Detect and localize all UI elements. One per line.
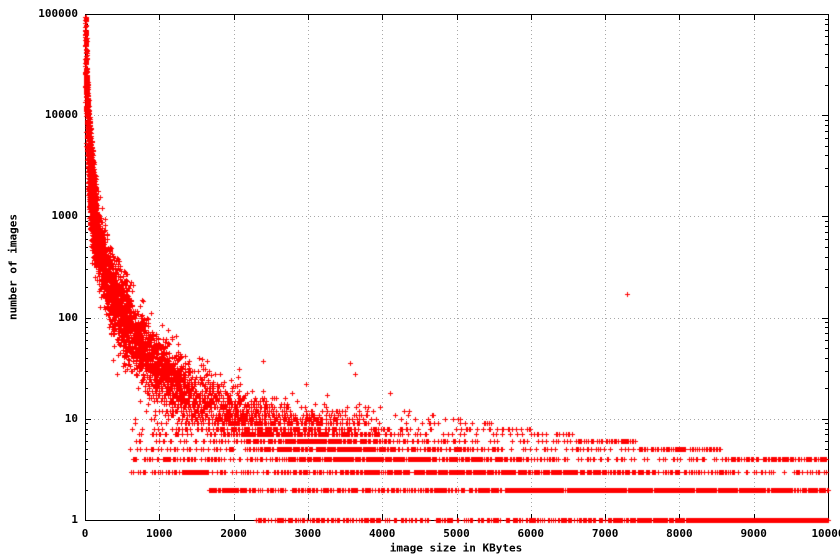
x-tick-label: 6000 [517, 527, 545, 540]
x-tick-label: 5000 [443, 527, 470, 540]
y-tick-label: 10 [64, 411, 78, 425]
y-tick-label: 1000 [51, 209, 79, 223]
x-axis-label: image size in KBytes [389, 541, 523, 555]
y-tick-label: 100000 [38, 7, 78, 20]
x-tick-label: 3000 [294, 527, 322, 540]
y-tick-label: 100 [58, 310, 78, 324]
x-tick-label: 1000 [146, 527, 173, 540]
y-tick-label: 10000 [44, 108, 78, 122]
x-tick-label: 0 [81, 527, 89, 540]
x-tick-label: 10000 [811, 527, 840, 540]
x-tick-label: 9000 [740, 527, 767, 540]
y-tick-label: 1 [71, 513, 78, 526]
x-tick-label: 4000 [368, 527, 396, 540]
y-axis-label: number of images [6, 214, 20, 320]
x-tick-label: 8000 [666, 527, 693, 540]
x-tick-label: 2000 [220, 527, 247, 540]
x-tick-label: 7000 [591, 527, 619, 540]
